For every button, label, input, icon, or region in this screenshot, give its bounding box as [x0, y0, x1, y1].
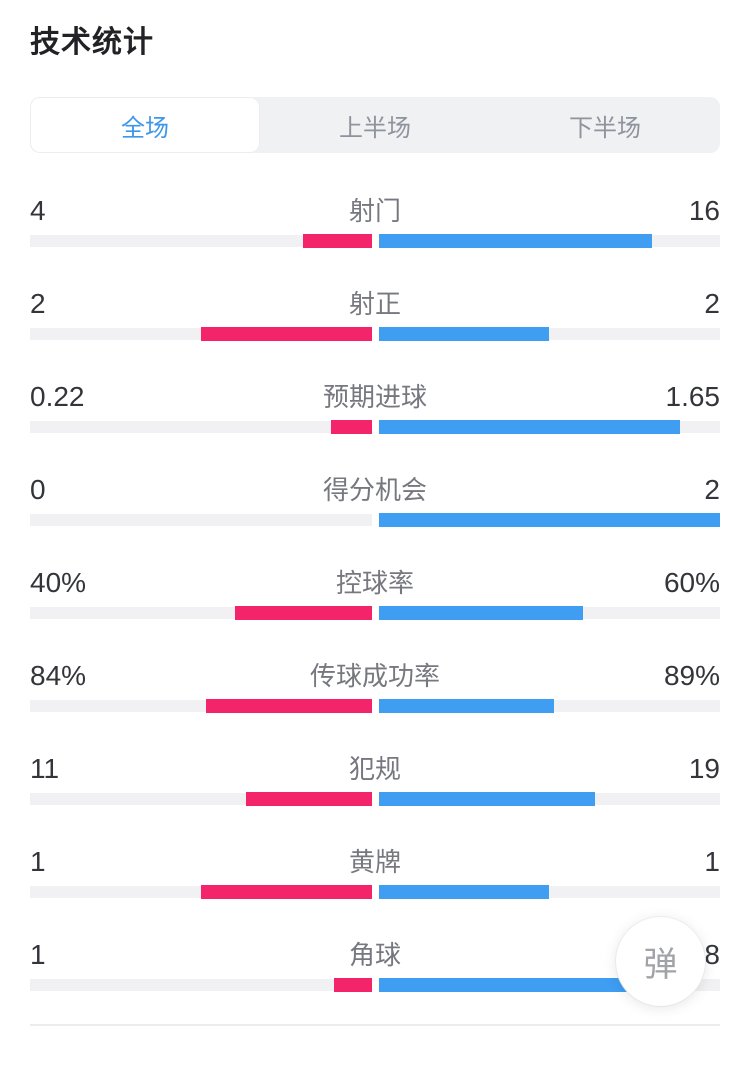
tech-stats-panel: 技术统计 全场 上半场 下半场 4 射门 16 2 射正 2: [0, 26, 750, 1065]
home-value: 84%: [30, 660, 87, 691]
away-value: 8: [704, 939, 720, 970]
home-value: 2: [30, 288, 46, 319]
stat-row-expected-goals: 0.22 预期进球 1.65: [30, 360, 720, 453]
stat-bar: [30, 885, 720, 899]
home-bar-fill: [200, 327, 372, 341]
away-bar-fill: [378, 606, 584, 620]
home-value: 0: [30, 474, 46, 505]
away-bar-fill: [378, 513, 720, 527]
stat-bar: [30, 978, 720, 992]
stat-row-yellow-cards: 1 黄牌 1: [30, 825, 720, 918]
home-value: 1: [30, 939, 46, 970]
tab-first-half[interactable]: 上半场: [339, 114, 411, 142]
stat-bar: [30, 699, 720, 713]
stat-bar: [30, 606, 720, 620]
stat-label: 射门: [348, 196, 401, 226]
away-value: 89%: [663, 660, 720, 691]
away-value: 1: [704, 846, 720, 877]
away-bar-fill: [378, 978, 683, 992]
away-value: 19: [688, 753, 720, 784]
bar-track: [30, 421, 372, 433]
home-bar-fill: [303, 234, 372, 248]
away-bar-fill: [378, 420, 680, 434]
tab-full-match[interactable]: 全场: [30, 97, 260, 153]
away-bar-fill: [378, 885, 550, 899]
stat-label: 传球成功率: [309, 661, 440, 691]
home-value: 11: [30, 753, 60, 784]
home-bar-fill: [200, 885, 372, 899]
stat-label: 角球: [348, 940, 401, 970]
stat-row-possession: 40% 控球率 60%: [30, 546, 720, 639]
stats-list: 4 射门 16 2 射正 2 0.22: [30, 174, 720, 1011]
home-bar-fill: [234, 606, 372, 620]
home-value: 40%: [30, 567, 87, 598]
home-bar-fill: [246, 792, 372, 806]
stat-label: 黄牌: [348, 847, 401, 877]
bar-track: [30, 514, 372, 526]
stat-label: 得分机会: [322, 475, 427, 505]
stat-bar: [30, 513, 720, 527]
stat-row-corners: 1 角球 8: [30, 918, 720, 1011]
home-value: 1: [30, 846, 46, 877]
period-tab-bar: 全场 上半场 下半场: [30, 97, 720, 153]
stat-bar: [30, 327, 720, 341]
stat-bar: [30, 420, 720, 434]
away-bar-fill: [378, 234, 652, 248]
tab-second-half[interactable]: 下半场: [569, 114, 641, 142]
stat-label: 犯规: [348, 754, 401, 784]
bar-track: [30, 979, 372, 991]
home-bar-fill: [333, 978, 372, 992]
away-value: 2: [704, 288, 720, 319]
danmaku-floating-button[interactable]: 弹: [616, 917, 705, 1006]
stat-row-pass-accuracy: 84% 传球成功率 89%: [30, 639, 720, 732]
away-value: 16: [688, 195, 720, 226]
away-bar-fill: [378, 327, 550, 341]
home-bar-fill: [331, 420, 372, 434]
stat-label: 控球率: [335, 568, 414, 598]
stat-label: 预期进球: [322, 382, 427, 412]
page-title: 技术统计: [30, 26, 154, 59]
bottom-divider: [30, 1024, 720, 1026]
stat-bar: [30, 792, 720, 806]
away-bar-fill: [378, 699, 555, 713]
stat-row-big-chances: 0 得分机会 2: [30, 453, 720, 546]
away-value: 2: [704, 474, 720, 505]
stat-row-shots: 4 射门 16: [30, 174, 720, 267]
stat-label: 射正: [348, 289, 401, 319]
away-value: 1.65: [665, 381, 721, 412]
away-value: 60%: [663, 567, 720, 598]
home-bar-fill: [205, 699, 372, 713]
stat-row-fouls: 11 犯规 19: [30, 732, 720, 825]
home-value: 4: [30, 195, 46, 226]
bar-track: [30, 235, 372, 247]
home-value: 0.22: [30, 381, 85, 412]
stat-bar: [30, 234, 720, 248]
away-bar-fill: [378, 792, 595, 806]
stat-row-shots-on-target: 2 射正 2: [30, 267, 720, 360]
